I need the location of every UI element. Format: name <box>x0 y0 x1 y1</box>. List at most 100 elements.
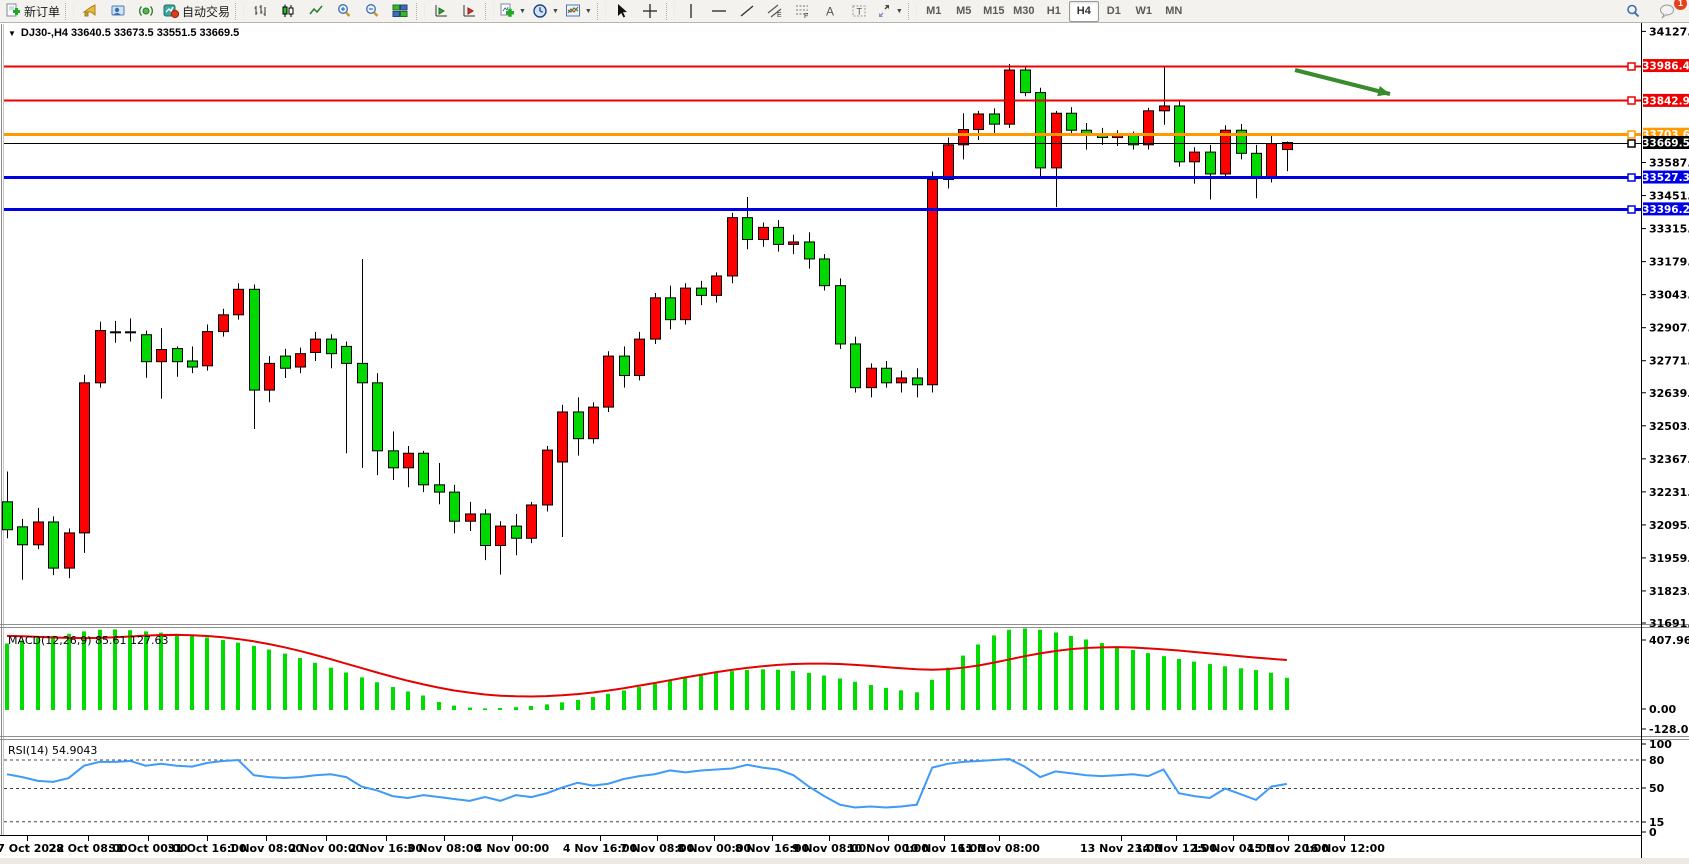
chart-line-icon <box>308 3 324 19</box>
tab-timeframe-h1[interactable]: H1 <box>1046 5 1061 17</box>
auto-scroll-icon <box>433 3 449 19</box>
svg-text:15: 15 <box>1649 816 1664 829</box>
toolbar-separator <box>235 2 245 20</box>
indicators-icon <box>565 3 581 19</box>
toolbar: 新订单 自动交易 <box>0 0 1689 23</box>
broadcast-button[interactable] <box>132 0 160 22</box>
chart-shift-button[interactable] <box>455 0 483 22</box>
chart-candles-icon <box>280 3 296 19</box>
tab-timeframe-mn[interactable]: MN <box>1165 5 1183 17</box>
svg-text:15 Nov 20:00: 15 Nov 20:00 <box>1247 842 1329 855</box>
horizontal-line-button[interactable] <box>705 0 733 22</box>
svg-text:11 Nov 08:00: 11 Nov 08:00 <box>958 842 1040 855</box>
tab-timeframe-d1[interactable]: D1 <box>1106 5 1121 17</box>
chat-button[interactable]: 1 <box>1653 0 1687 22</box>
svg-text:-128.08: -128.08 <box>1649 723 1689 736</box>
trendline-button[interactable] <box>733 0 761 22</box>
svg-text:33587.0: 33587.0 <box>1649 157 1689 170</box>
new-order-label: 新订单 <box>24 4 61 19</box>
crosshair-button[interactable] <box>636 0 664 22</box>
autotrading-icon <box>163 3 180 19</box>
svg-text:9 Nov 08:00: 9 Nov 08:00 <box>792 842 867 855</box>
svg-text:50: 50 <box>1649 782 1665 795</box>
periods-button[interactable]: ▼ <box>529 0 562 22</box>
svg-text:RSI(14) 54.9043: RSI(14) 54.9043 <box>8 744 97 757</box>
tab-timeframe-m15[interactable]: M15 <box>983 5 1005 17</box>
toolbar-separator <box>596 2 606 20</box>
toolbar-separator <box>485 2 495 20</box>
svg-text:1 Nov 08:00: 1 Nov 08:00 <box>229 842 304 855</box>
svg-text:2 Nov 00:00: 2 Nov 00:00 <box>289 842 364 855</box>
dropdown-arrow-icon: ▼ <box>584 7 592 15</box>
tab-timeframe-w1[interactable]: W1 <box>1135 5 1153 17</box>
dropdown-arrow-icon: ▼ <box>895 7 903 15</box>
svg-text:8 Nov 16:00: 8 Nov 16:00 <box>735 842 810 855</box>
svg-text:4 Nov 16:00: 4 Nov 16:00 <box>563 842 638 855</box>
tab-timeframe-m1[interactable]: M1 <box>926 5 942 17</box>
svg-text:33527.3: 33527.3 <box>1642 172 1689 184</box>
tile-windows-icon <box>392 3 408 19</box>
terminal-icon <box>110 3 126 19</box>
channel-button[interactable]: E <box>761 0 789 22</box>
vertical-line-button[interactable] <box>677 0 705 22</box>
text-button[interactable]: A <box>817 0 845 22</box>
tab-timeframe-m5[interactable]: M5 <box>956 5 972 17</box>
chart-bars-button[interactable] <box>246 0 274 22</box>
autotrading-button[interactable]: 自动交易 <box>160 0 233 22</box>
crosshair-icon <box>642 3 658 19</box>
svg-text:31823.0: 31823.0 <box>1649 585 1689 598</box>
svg-text:T: T <box>856 7 862 17</box>
auto-scroll-button[interactable] <box>427 0 455 22</box>
text-label-icon: T <box>851 3 867 19</box>
indicators-button[interactable]: ▼ <box>562 0 595 22</box>
svg-text:31 Oct 00:00: 31 Oct 00:00 <box>108 842 187 855</box>
arrows-button[interactable]: ▼ <box>873 0 906 22</box>
tab-timeframe-m30[interactable]: M30 <box>1013 5 1035 17</box>
svg-text:3 Nov 08:00: 3 Nov 08:00 <box>407 842 482 855</box>
svg-text:33986.4: 33986.4 <box>1642 61 1689 73</box>
text-icon: A <box>823 3 839 19</box>
text-label-button[interactable]: T <box>845 0 873 22</box>
svg-text:32639.0: 32639.0 <box>1649 387 1689 400</box>
terminal-button[interactable] <box>104 0 132 22</box>
svg-text:33451.0: 33451.0 <box>1649 190 1689 203</box>
chart-candles-button[interactable] <box>274 0 302 22</box>
svg-text:32771.0: 32771.0 <box>1649 355 1689 368</box>
tab-timeframe-h4[interactable]: H4 <box>1068 0 1099 22</box>
tile-windows-button[interactable] <box>386 0 414 22</box>
new-chart-button[interactable]: ▼ <box>496 0 529 22</box>
fibonacci-button[interactable]: F <box>789 0 817 22</box>
new-order-button[interactable]: 新订单 <box>2 0 63 22</box>
svg-text:34127.0: 34127.0 <box>1649 25 1689 38</box>
svg-text:8 Nov 00:00: 8 Nov 00:00 <box>677 842 752 855</box>
svg-text:33179.0: 33179.0 <box>1649 256 1689 269</box>
channel-icon: E <box>767 3 783 19</box>
toolbar-separator <box>416 2 426 20</box>
svg-text:32231.0: 32231.0 <box>1649 486 1689 499</box>
horn-icon <box>82 3 98 19</box>
periods-clock-icon <box>532 3 548 19</box>
svg-text:2 Nov 16:00: 2 Nov 16:00 <box>349 842 424 855</box>
arrows-icon <box>876 3 892 19</box>
svg-text:33842.9: 33842.9 <box>1642 95 1689 107</box>
zoom-out-button[interactable] <box>358 0 386 22</box>
horn-button[interactable] <box>76 0 104 22</box>
chart-line-button[interactable] <box>302 0 330 22</box>
svg-text:0: 0 <box>1649 826 1657 839</box>
svg-text:31 Oct 16:00: 31 Oct 16:00 <box>167 842 246 855</box>
zoom-in-button[interactable] <box>330 0 358 22</box>
zoom-in-icon <box>336 3 352 19</box>
svg-text:32367.0: 32367.0 <box>1649 453 1689 466</box>
svg-text:33315.0: 33315.0 <box>1649 223 1689 236</box>
svg-text:407.96: 407.96 <box>1649 634 1689 647</box>
cursor-button[interactable] <box>608 0 636 22</box>
search-icon <box>1625 3 1641 19</box>
svg-text:15 Nov 04:00: 15 Nov 04:00 <box>1192 842 1274 855</box>
svg-text:27 Oct 2022: 27 Oct 2022 <box>0 842 64 855</box>
chat-icon <box>1659 3 1676 19</box>
svg-text:31691.0: 31691.0 <box>1649 617 1689 630</box>
search-button[interactable] <box>1619 0 1647 22</box>
svg-text:E: E <box>777 12 782 19</box>
